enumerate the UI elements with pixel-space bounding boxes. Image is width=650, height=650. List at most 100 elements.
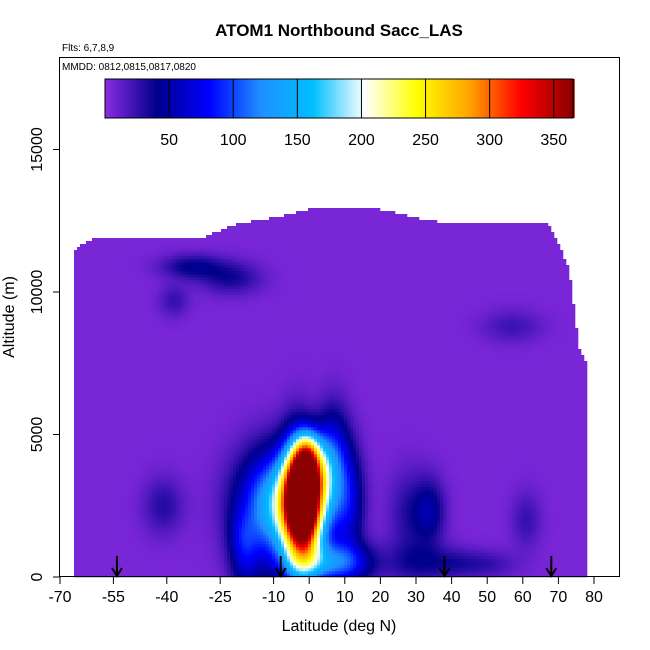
heatmap-cell [95, 340, 98, 343]
heatmap-cell [122, 559, 125, 562]
heatmap-cell [77, 415, 80, 418]
heatmap-cell [194, 451, 197, 454]
heatmap-cell [98, 466, 101, 469]
heatmap-cell [80, 316, 83, 319]
heatmap-cell [107, 253, 110, 256]
heatmap-cell [116, 529, 119, 532]
heatmap-cell [194, 241, 197, 244]
heatmap-cell [98, 490, 101, 493]
heatmap-cell [170, 544, 173, 547]
heatmap-cell [74, 301, 77, 304]
heatmap-cell [95, 442, 98, 445]
heatmap-cell [122, 322, 125, 325]
heatmap-cell [203, 253, 206, 256]
heatmap-cell [164, 328, 167, 331]
heatmap-cell [86, 307, 89, 310]
heatmap-cell [80, 553, 83, 556]
heatmap-cell [119, 376, 122, 379]
heatmap-cell [146, 262, 149, 265]
heatmap-cell [86, 559, 89, 562]
heatmap-cell [173, 565, 176, 568]
heatmap-cell [200, 379, 203, 382]
heatmap-cell [158, 427, 161, 430]
heatmap-cell [176, 439, 179, 442]
heatmap-cell [179, 433, 182, 436]
heatmap-cell [167, 346, 170, 349]
heatmap-cell [143, 556, 146, 559]
heatmap-cell [95, 412, 98, 415]
heatmap-cell [200, 553, 203, 556]
heatmap-cell [119, 283, 122, 286]
heatmap-cell [119, 322, 122, 325]
heatmap-cell [203, 262, 206, 265]
heatmap-cell [119, 307, 122, 310]
heatmap-cell [182, 325, 185, 328]
heatmap-cell [98, 454, 101, 457]
heatmap-cell [170, 514, 173, 517]
heatmap-cell [113, 253, 116, 256]
heatmap-cell [134, 271, 137, 274]
heatmap-cell [131, 358, 134, 361]
heatmap-cell [125, 487, 128, 490]
heatmap-cell [194, 448, 197, 451]
heatmap-cell [167, 280, 170, 283]
heatmap-cell [83, 268, 86, 271]
heatmap-cell [95, 295, 98, 298]
heatmap-cell [116, 517, 119, 520]
heatmap-cell [161, 319, 164, 322]
heatmap-cell [197, 433, 200, 436]
heatmap-cell [77, 259, 80, 262]
heatmap-cell [104, 280, 107, 283]
heatmap-cell [86, 415, 89, 418]
heatmap-cell [134, 535, 137, 538]
heatmap-cell [95, 529, 98, 532]
heatmap-cell [101, 316, 104, 319]
heatmap-cell [167, 424, 170, 427]
heatmap-cell [191, 271, 194, 274]
heatmap-cell [173, 349, 176, 352]
heatmap-cell [197, 481, 200, 484]
heatmap-cell [83, 445, 86, 448]
heatmap-cell [95, 436, 98, 439]
heatmap-cell [197, 364, 200, 367]
heatmap-cell [122, 553, 125, 556]
heatmap-cell [113, 328, 116, 331]
heatmap-cell [176, 517, 179, 520]
heatmap-cell [116, 346, 119, 349]
heatmap-cell [101, 553, 104, 556]
heatmap-cell [113, 412, 116, 415]
heatmap-cell [167, 295, 170, 298]
heatmap-cell [80, 289, 83, 292]
heatmap-cell [194, 394, 197, 397]
heatmap-cell [98, 460, 101, 463]
heatmap-cell [173, 448, 176, 451]
heatmap-cell [77, 283, 80, 286]
heatmap-cell [116, 535, 119, 538]
heatmap-cell [134, 490, 137, 493]
heatmap-cell [194, 529, 197, 532]
heatmap-cell [146, 568, 149, 571]
heatmap-cell [185, 466, 188, 469]
heatmap-cell [188, 415, 191, 418]
heatmap-cell [128, 256, 131, 259]
heatmap-cell [101, 385, 104, 388]
heatmap-cell [74, 379, 77, 382]
heatmap-cell [197, 409, 200, 412]
heatmap-cell [143, 493, 146, 496]
heatmap-cell [152, 565, 155, 568]
heatmap-cell [74, 316, 77, 319]
heatmap-cell [140, 388, 143, 391]
heatmap-cell [176, 529, 179, 532]
heatmap-cell [128, 304, 131, 307]
heatmap-cell [80, 502, 83, 505]
heatmap-cell [122, 412, 125, 415]
heatmap-cell [86, 403, 89, 406]
heatmap-cell [167, 322, 170, 325]
heatmap-cell [206, 535, 209, 538]
heatmap-cell [173, 511, 176, 514]
heatmap-cell [119, 403, 122, 406]
heatmap-cell [89, 271, 92, 274]
heatmap-cell [179, 427, 182, 430]
heatmap-cell [164, 283, 167, 286]
heatmap-cell [131, 250, 134, 253]
